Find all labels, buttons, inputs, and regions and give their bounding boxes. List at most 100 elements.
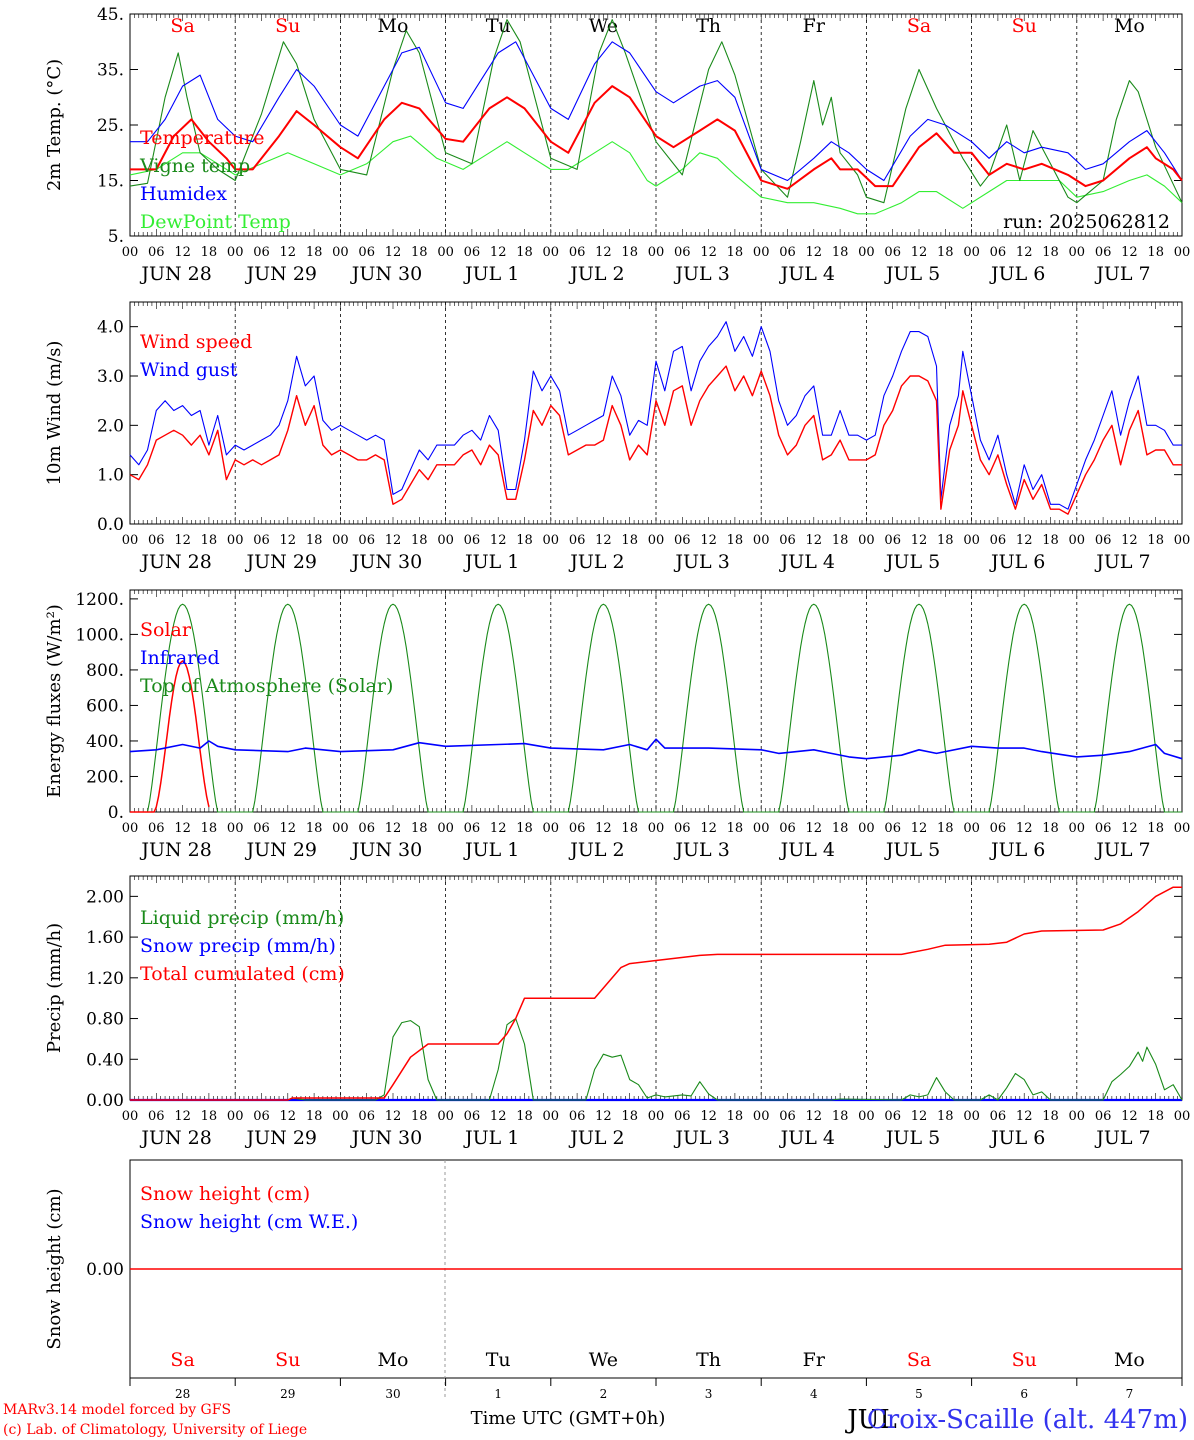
footer-model-credit: MARv3.14 model forced by GFS [3, 1402, 231, 1418]
hour-tick-label: 18 [306, 1109, 323, 1124]
hour-tick-label: 00 [858, 533, 875, 548]
hour-tick-label: 06 [884, 245, 901, 260]
hour-tick-label: 00 [963, 245, 980, 260]
weekday-label: Mo [1114, 1349, 1145, 1371]
date-label: JUL 3 [673, 263, 729, 285]
legend-entry: DewPoint Temp [140, 211, 291, 233]
hour-tick-label: 18 [621, 533, 638, 548]
hour-tick-label: 00 [543, 1109, 560, 1124]
hour-tick-label: 12 [806, 245, 823, 260]
legend-entry: Total cumulated (cm) [140, 963, 345, 985]
hour-tick-label: 00 [437, 245, 454, 260]
hour-tick-label: 18 [1042, 821, 1059, 836]
hour-tick-label: 06 [779, 1109, 796, 1124]
weekday-label: Sa [907, 15, 931, 37]
date-label: JUL 7 [1094, 1127, 1150, 1149]
hour-tick-label: 18 [1147, 1109, 1164, 1124]
weekday-label: Su [275, 1349, 300, 1371]
y-tick-label: 3.0 [97, 367, 124, 387]
hour-tick-label: 18 [516, 245, 533, 260]
hour-tick-label: 00 [332, 821, 349, 836]
y-axis-label: 10m Wind (m/s) [44, 341, 65, 486]
hour-tick-label: 18 [1147, 821, 1164, 836]
hour-tick-label: 00 [753, 1109, 770, 1124]
weekday-label: Mo [1114, 15, 1145, 37]
hour-tick-label: 00 [753, 533, 770, 548]
y-axis-label: 2m Temp. (°C) [44, 59, 65, 191]
hour-tick-label: 06 [779, 245, 796, 260]
hour-tick-label: 18 [201, 821, 218, 836]
hour-tick-label: 18 [621, 821, 638, 836]
date-label: JUL 5 [884, 263, 940, 285]
hour-tick-label: 12 [700, 533, 717, 548]
day-number-label: 30 [385, 1387, 400, 1401]
y-tick-label: 400. [86, 732, 124, 752]
hour-tick-label: 12 [806, 1109, 823, 1124]
hour-tick-label: 18 [1147, 533, 1164, 548]
date-label: JUL 1 [463, 551, 519, 573]
hour-tick-label: 06 [148, 821, 165, 836]
day-number-label: 2 [600, 1387, 608, 1401]
date-label: JUL 3 [673, 1127, 729, 1149]
liquid-precip-line [130, 1017, 1183, 1101]
hour-tick-label: 18 [1147, 245, 1164, 260]
hour-tick-label: 06 [779, 533, 796, 548]
hour-tick-label: 00 [543, 821, 560, 836]
hour-tick-label: 00 [648, 245, 665, 260]
legend-entry: Liquid precip (mm/h) [140, 907, 344, 929]
date-label: JUL 3 [673, 551, 729, 573]
hour-tick-label: 18 [1042, 533, 1059, 548]
hour-tick-label: 00 [858, 1109, 875, 1124]
hour-tick-label: 00 [332, 245, 349, 260]
wind-gust-line [129, 321, 1182, 510]
panel-4: 0.00 0.40 0.80 1.20 1.60 2.00 Precip (mm/h) 00 0… [44, 875, 1190, 1149]
footer-lab-credit: (c) Lab. of Climatology, University of L… [3, 1422, 307, 1438]
hour-tick-label: 06 [464, 1109, 481, 1124]
y-tick-label: 0.00 [86, 1091, 124, 1111]
hour-tick-label: 06 [884, 1109, 901, 1124]
hour-tick-label: 00 [963, 533, 980, 548]
day-number-label: 5 [915, 1387, 923, 1401]
hour-tick-label: 18 [727, 821, 744, 836]
hour-tick-label: 18 [937, 533, 954, 548]
hour-tick-label: 06 [674, 245, 691, 260]
station-title: Croix-Scaille (alt. 447m) [867, 1405, 1188, 1435]
hour-tick-label: 18 [937, 245, 954, 260]
weekday-label: Mo [378, 15, 409, 37]
hour-tick-label: 12 [700, 821, 717, 836]
hour-tick-label: 18 [201, 245, 218, 260]
date-label: JUL 2 [568, 1127, 624, 1149]
hour-tick-label: 00 [648, 1109, 665, 1124]
legend-entry: Snow precip (mm/h) [140, 935, 336, 957]
hour-tick-label: 12 [1121, 245, 1138, 260]
hour-tick-label: 06 [569, 1109, 586, 1124]
hour-tick-label: 12 [385, 533, 402, 548]
hour-tick-label: 06 [990, 821, 1007, 836]
weekday-label: We [589, 15, 618, 37]
hour-tick-label: 12 [174, 1109, 191, 1124]
hour-tick-label: 06 [990, 533, 1007, 548]
hour-tick-label: 00 [437, 1109, 454, 1124]
hour-tick-label: 06 [569, 245, 586, 260]
y-tick-label: 800. [86, 661, 124, 681]
hour-tick-label: 12 [490, 533, 507, 548]
y-tick-label: 15. [97, 172, 124, 192]
hour-tick-label: 12 [911, 533, 928, 548]
weekday-label: Tu [486, 15, 511, 37]
series-line-3 [129, 135, 1183, 215]
hour-tick-label: 18 [306, 821, 323, 836]
hour-tick-label: 18 [516, 1109, 533, 1124]
hour-tick-label: 00 [1069, 245, 1086, 260]
date-label: JUL 5 [884, 551, 940, 573]
hour-tick-label: 06 [148, 1109, 165, 1124]
hour-tick-label: 00 [437, 821, 454, 836]
hour-tick-label: 00 [1069, 533, 1086, 548]
hour-tick-label: 06 [358, 533, 375, 548]
hour-tick-label: 12 [280, 821, 297, 836]
hour-tick-label: 12 [911, 821, 928, 836]
date-label: JUN 30 [350, 551, 422, 573]
y-tick-label: 600. [86, 696, 124, 716]
hour-tick-label: 12 [385, 1109, 402, 1124]
time-axis-label: Time UTC (GMT+0h) [471, 1408, 666, 1429]
